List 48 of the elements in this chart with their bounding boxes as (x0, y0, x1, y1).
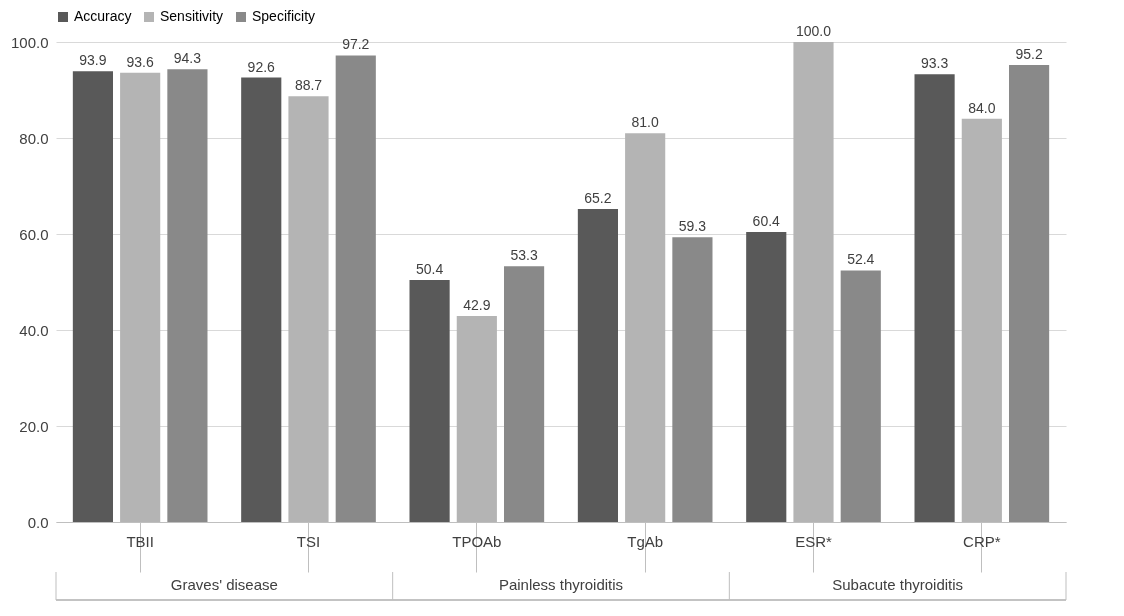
legend-label: Specificity (252, 8, 316, 24)
data-label: 93.9 (79, 52, 107, 69)
data-label: 93.3 (920, 55, 949, 72)
y-tick-label: 80.0 (19, 129, 49, 147)
y-tick-label: 0.0 (27, 513, 49, 531)
x-tick-label: CRP* (963, 532, 1001, 550)
bar (840, 270, 881, 522)
bar (672, 237, 713, 522)
bar (241, 77, 282, 522)
bar (72, 71, 113, 522)
data-label: 84.0 (968, 99, 996, 116)
data-label: 59.3 (678, 218, 707, 235)
y-tick-label: 100.0 (10, 33, 49, 51)
y-tick-label: 40.0 (19, 321, 49, 339)
data-label: 42.9 (463, 297, 491, 314)
data-label: 93.6 (126, 53, 154, 70)
legend-label: Accuracy (74, 8, 132, 24)
data-label: 52.4 (847, 251, 875, 268)
text: Subacute thyroiditis (832, 576, 964, 593)
text: Graves' disease (170, 576, 278, 593)
data-label: 95.2 (1015, 46, 1043, 63)
x-tick-label: ESR* (795, 532, 832, 550)
bar (335, 55, 376, 522)
x-tick-label: TPOAb (452, 532, 502, 550)
x-tick-label: TSI (296, 532, 321, 550)
text: Painless thyroiditis (498, 576, 624, 593)
bar (1009, 65, 1050, 522)
bar (577, 209, 618, 522)
bar (746, 232, 787, 522)
y-tick-label: 20.0 (19, 417, 49, 435)
bar (504, 266, 545, 522)
data-label: 100.0 (795, 23, 832, 39)
data-label: 65.2 (584, 190, 612, 207)
data-label: 53.3 (510, 247, 538, 264)
bar (167, 69, 208, 522)
data-label: 92.6 (247, 58, 276, 75)
x-tick-label: TgAb (627, 532, 664, 550)
y-tick-label: 60.0 (19, 225, 49, 243)
bar (914, 74, 955, 522)
data-label: 81.0 (631, 114, 659, 131)
data-label: 88.7 (294, 77, 323, 94)
bar (409, 280, 450, 522)
data-label: 94.3 (173, 50, 202, 67)
data-label: 50.4 (415, 261, 444, 278)
legend-label: Sensitivity (160, 8, 224, 24)
data-label: 60.4 (752, 213, 781, 230)
data-label: 97.2 (342, 36, 370, 53)
x-tick-label: TBII (126, 532, 154, 550)
